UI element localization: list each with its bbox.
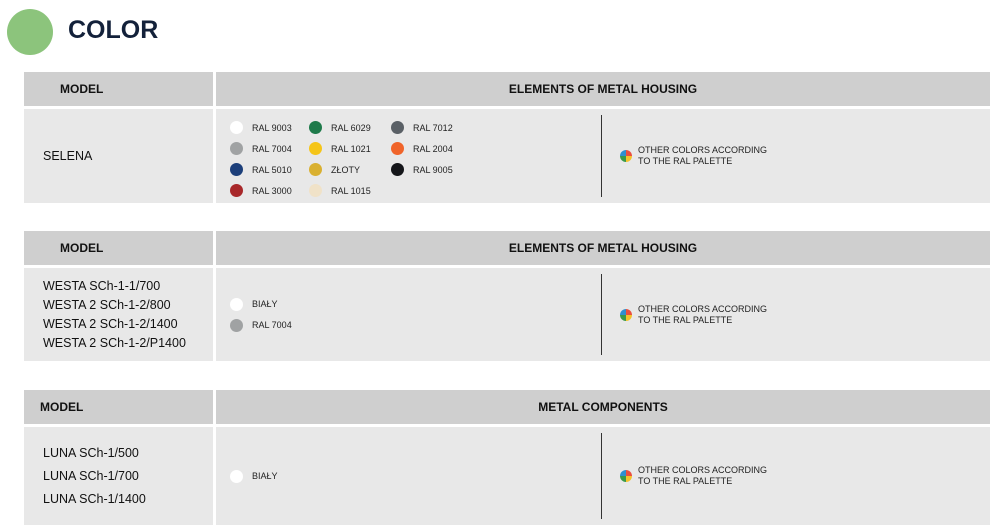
color-item: RAL 7004 [230,315,309,336]
color-item: BIAŁY [230,294,309,315]
color-item: RAL 7004 [230,138,309,159]
color-swatch [230,297,243,311]
color-item: RAL 6029 [309,117,391,138]
model-name: WESTA SCh-1-1/700 [43,278,161,293]
color-swatch [230,184,243,197]
model-cell: LUNA SCh-1/500 LUNA SCh-1/700 LUNA SCh-1/1… [24,427,213,525]
elements-header: METAL COMPONENTS [216,390,990,424]
model-name: WESTA 2 SCh-1-2/1400 [43,316,178,331]
divider [601,115,602,197]
model-name: WESTA 2 SCh-1-2/P1400 [43,335,186,350]
ral-palette-icon [620,150,632,162]
color-item: RAL 1021 [309,138,391,159]
color-swatch [391,142,404,155]
other-colors-note: OTHER COLORS ACCORDING TO THE RAL PALETTE [620,465,767,487]
model-cell: SELENA [24,109,213,203]
model-header: MODEL [24,231,213,265]
color-item: RAL 9003 [230,117,309,138]
elements-header: ELEMENTS OF METAL HOUSING [216,72,990,106]
other-colors-note: OTHER COLORS ACCORDING TO THE RAL PALETTE [620,145,767,167]
ral-palette-icon [620,470,632,482]
model-name: LUNA SCh-1/700 [43,468,139,483]
color-item: RAL 1015 [309,180,391,201]
color-swatch [309,142,322,155]
color-swatch [309,121,322,134]
color-swatch [391,121,404,134]
color-swatch [230,469,243,483]
other-colors-note: OTHER COLORS ACCORDING TO THE RAL PALETTE [620,304,767,326]
color-swatch [391,163,404,176]
color-swatch [309,163,322,176]
colors-cell: BIAŁY OTHER COLORS ACCORDING TO THE RAL P… [216,427,990,525]
model-name: SELENA [43,148,93,163]
elements-header: ELEMENTS OF METAL HOUSING [216,231,990,265]
colors-cell: BIAŁY RAL 7004 OTHER COLORS ACCORDING TO T… [216,268,990,361]
color-item: RAL 5010 [230,159,309,180]
color-item: RAL 2004 [391,138,471,159]
divider [601,274,602,355]
model-cell: WESTA SCh-1-1/700 WESTA 2 SCh-1-2/800 WEST… [24,268,213,361]
color-item: RAL 3000 [230,180,309,201]
color-table: MODEL METAL COMPONENTS LUNA SCh-1/500 LUNA… [24,390,990,525]
model-name: LUNA SCh-1/1400 [43,491,146,506]
model-header: MODEL [24,72,213,106]
color-item: BIAŁY [230,466,309,487]
colors-cell: RAL 9003 RAL 6029 RAL 7012 RAL 7004 RAL 1021… [216,109,990,203]
color-swatch [230,163,243,176]
color-item: RAL 7012 [391,117,471,138]
model-name: LUNA SCh-1/500 [43,445,139,460]
page-title: COLOR [68,16,159,44]
color-table: MODEL ELEMENTS OF METAL HOUSING SELENA RA… [24,72,990,203]
ral-palette-icon [620,308,632,321]
divider [601,433,602,519]
color-swatch [309,184,322,197]
color-palette-icon [7,9,53,55]
color-item: RAL 9005 [391,159,471,180]
color-item: ZŁOTY [309,159,391,180]
color-swatch [230,142,243,155]
model-name: WESTA 2 SCh-1-2/800 [43,297,171,312]
color-swatch [230,318,243,332]
color-swatch [230,121,243,134]
color-table: MODEL ELEMENTS OF METAL HOUSING WESTA SCh… [24,231,990,361]
model-header: MODEL [24,390,213,424]
